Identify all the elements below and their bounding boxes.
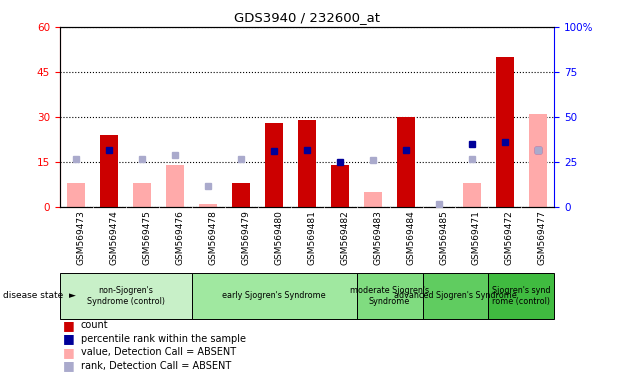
Bar	[166, 165, 185, 207]
Bar	[100, 135, 118, 207]
Text: GSM569485: GSM569485	[439, 210, 448, 265]
Text: GSM569482: GSM569482	[340, 210, 349, 265]
Text: early Sjogren's Syndrome: early Sjogren's Syndrome	[222, 291, 326, 300]
Text: GSM569473: GSM569473	[76, 210, 85, 265]
Bar	[488, 273, 554, 319]
Title: GDS3940 / 232600_at: GDS3940 / 232600_at	[234, 11, 380, 24]
Bar	[357, 273, 423, 319]
Bar	[232, 183, 250, 207]
Text: GSM569471: GSM569471	[472, 210, 481, 265]
Bar	[232, 183, 250, 207]
Bar	[331, 165, 349, 207]
Text: ■: ■	[63, 359, 74, 372]
Bar	[199, 204, 217, 207]
Bar	[133, 183, 151, 207]
Bar	[496, 57, 514, 207]
Text: advanced Sjogren's Syndrome: advanced Sjogren's Syndrome	[394, 291, 517, 300]
Text: percentile rank within the sample: percentile rank within the sample	[81, 334, 246, 344]
Text: GSM569479: GSM569479	[241, 210, 250, 265]
Bar	[192, 273, 357, 319]
Text: non-Sjogren's
Syndrome (control): non-Sjogren's Syndrome (control)	[87, 286, 165, 306]
Bar	[364, 192, 382, 207]
Text: rank, Detection Call = ABSENT: rank, Detection Call = ABSENT	[81, 361, 231, 371]
Text: Sjogren's synd
rome (control): Sjogren's synd rome (control)	[492, 286, 551, 306]
Text: ■: ■	[63, 333, 74, 345]
Text: count: count	[81, 320, 108, 331]
Text: GSM569481: GSM569481	[307, 210, 316, 265]
Text: ■: ■	[63, 346, 74, 359]
Text: GSM569483: GSM569483	[373, 210, 382, 265]
Text: disease state  ►: disease state ►	[3, 291, 76, 300]
Text: GSM569480: GSM569480	[274, 210, 283, 265]
Text: GSM569478: GSM569478	[208, 210, 217, 265]
Text: GSM569476: GSM569476	[175, 210, 184, 265]
Text: GSM569484: GSM569484	[406, 210, 415, 265]
Text: GSM569477: GSM569477	[538, 210, 547, 265]
Text: GSM569475: GSM569475	[142, 210, 151, 265]
Bar	[298, 120, 316, 207]
Bar	[397, 117, 415, 207]
Text: ■: ■	[63, 319, 74, 332]
Bar	[67, 183, 86, 207]
Bar	[423, 273, 488, 319]
Text: value, Detection Call = ABSENT: value, Detection Call = ABSENT	[81, 347, 236, 358]
Bar	[265, 123, 284, 207]
Text: moderate Sjogren's
Syndrome: moderate Sjogren's Syndrome	[350, 286, 429, 306]
Bar	[529, 114, 547, 207]
Bar	[60, 273, 192, 319]
Text: GSM569474: GSM569474	[110, 210, 118, 265]
Bar	[463, 183, 481, 207]
Text: GSM569472: GSM569472	[505, 210, 514, 265]
